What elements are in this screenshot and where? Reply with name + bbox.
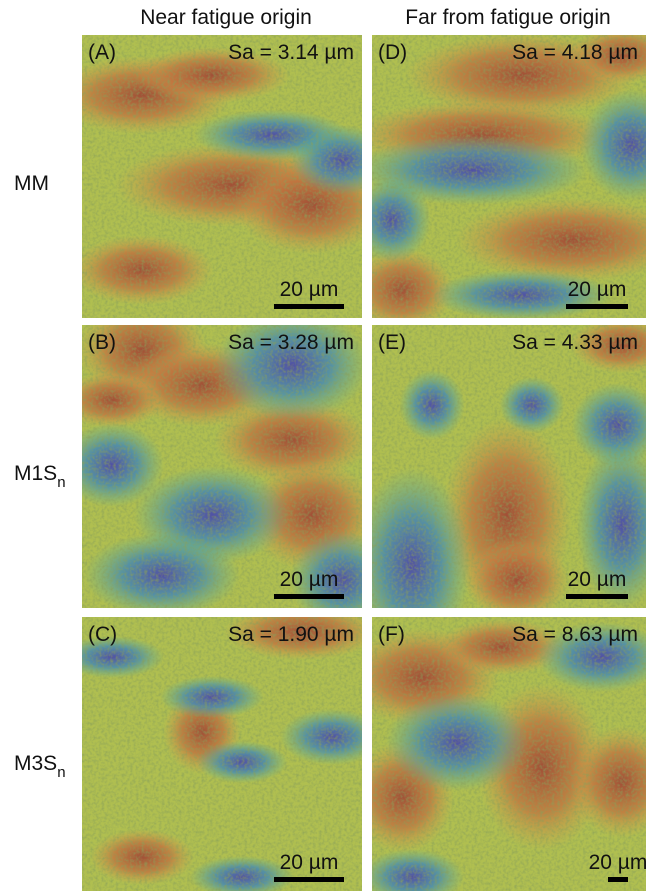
roughness: Sa = 1.90 µm <box>228 623 354 646</box>
scale-bar <box>566 304 628 309</box>
roughness: Sa = 8.63 µm <box>512 623 638 646</box>
column-header: Near fatigue origin <box>140 6 312 29</box>
texture <box>372 617 646 891</box>
micrograph: (A) Sa = 3.14 µm 20 µm <box>51 35 394 318</box>
micrograph: (C) Sa = 1.90 µm 20 µm <box>60 604 384 891</box>
roughness: Sa = 3.14 µm <box>228 41 354 64</box>
figure: Near fatigue origin Far from fatigue ori… <box>0 0 646 891</box>
micrograph: (D) Sa = 4.18 µm 20 µm <box>350 27 646 332</box>
row-label: MM <box>14 172 49 195</box>
scale-bar <box>274 877 344 882</box>
micrograph: (E) Sa = 4.33 µm 20 µm <box>354 317 646 663</box>
texture <box>82 325 362 608</box>
texture <box>82 35 362 318</box>
panel-label: (D) <box>378 41 407 64</box>
scale-bar <box>566 594 628 599</box>
scale-bar <box>274 594 344 599</box>
panel-label: (F) <box>378 623 405 646</box>
row-label: M1Sn <box>14 462 66 491</box>
scale-bar <box>274 304 344 309</box>
column-header: Far from fatigue origin <box>405 6 610 29</box>
roughness: Sa = 4.18 µm <box>512 41 638 64</box>
roughness: Sa = 4.33 µm <box>512 331 638 354</box>
scale-label: 20 µm <box>589 851 646 874</box>
scale-bar <box>608 877 628 882</box>
panel-label: (B) <box>88 331 116 354</box>
panel-label: (C) <box>88 623 117 646</box>
micrograph-image <box>354 317 646 663</box>
scale-label: 20 µm <box>280 851 339 874</box>
micrograph-image <box>51 35 394 318</box>
micrograph-image <box>344 617 646 891</box>
panel-label: (A) <box>88 41 116 64</box>
panel-label: (E) <box>378 331 406 354</box>
scale-label: 20 µm <box>568 278 627 301</box>
roughness: Sa = 3.28 µm <box>228 331 354 354</box>
texture <box>82 617 362 891</box>
scale-label: 20 µm <box>280 568 339 591</box>
row-label: M3Sn <box>14 752 66 781</box>
texture <box>372 325 646 608</box>
scale-label: 20 µm <box>280 278 339 301</box>
micrograph-image <box>60 604 384 891</box>
texture <box>372 35 646 318</box>
scale-label: 20 µm <box>568 568 627 591</box>
micrograph: (B) Sa = 3.28 µm 20 µm <box>60 301 394 629</box>
micrograph: (F) Sa = 8.63 µm 20 µm <box>344 617 646 891</box>
